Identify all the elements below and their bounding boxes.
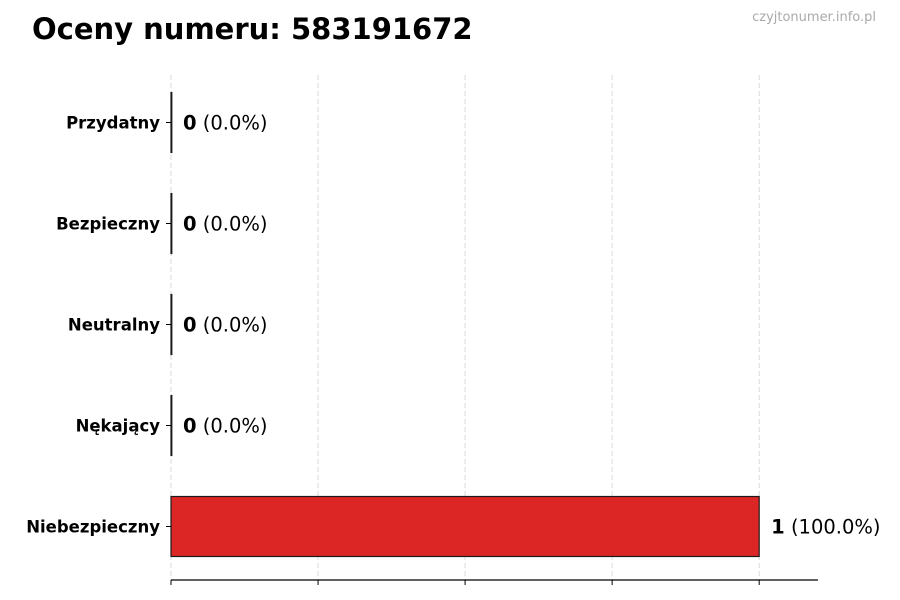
percent: (100.0%): [785, 516, 881, 539]
category-label: Nękający: [76, 417, 161, 436]
bar: [170, 293, 173, 356]
value-label: 0 (0.0%): [183, 314, 268, 337]
category-label: Niebezpieczny: [26, 518, 160, 537]
count: 0: [183, 314, 197, 337]
percent: (0.0%): [197, 314, 268, 337]
count: 0: [183, 112, 197, 135]
bar: [170, 91, 173, 154]
watermark: czyjtonumer.info.pl: [752, 10, 876, 25]
category-label: Neutralny: [68, 316, 160, 335]
value-label: 0 (0.0%): [183, 213, 268, 236]
bar: [170, 394, 173, 457]
percent: (0.0%): [197, 213, 268, 236]
value-label: 0 (0.0%): [183, 415, 268, 438]
value-label: 1 (100.0%): [771, 516, 880, 539]
count: 0: [183, 213, 197, 236]
bar: [170, 192, 173, 255]
value-label: 0 (0.0%): [183, 112, 268, 135]
count: 0: [183, 415, 197, 438]
count: 1: [771, 516, 785, 539]
category-label: Przydatny: [66, 114, 160, 133]
bar: [170, 495, 760, 558]
chart-title: Oceny numeru: 583191672: [32, 12, 473, 46]
category-label: Bezpieczny: [56, 215, 160, 234]
percent: (0.0%): [197, 415, 268, 438]
percent: (0.0%): [197, 112, 268, 135]
